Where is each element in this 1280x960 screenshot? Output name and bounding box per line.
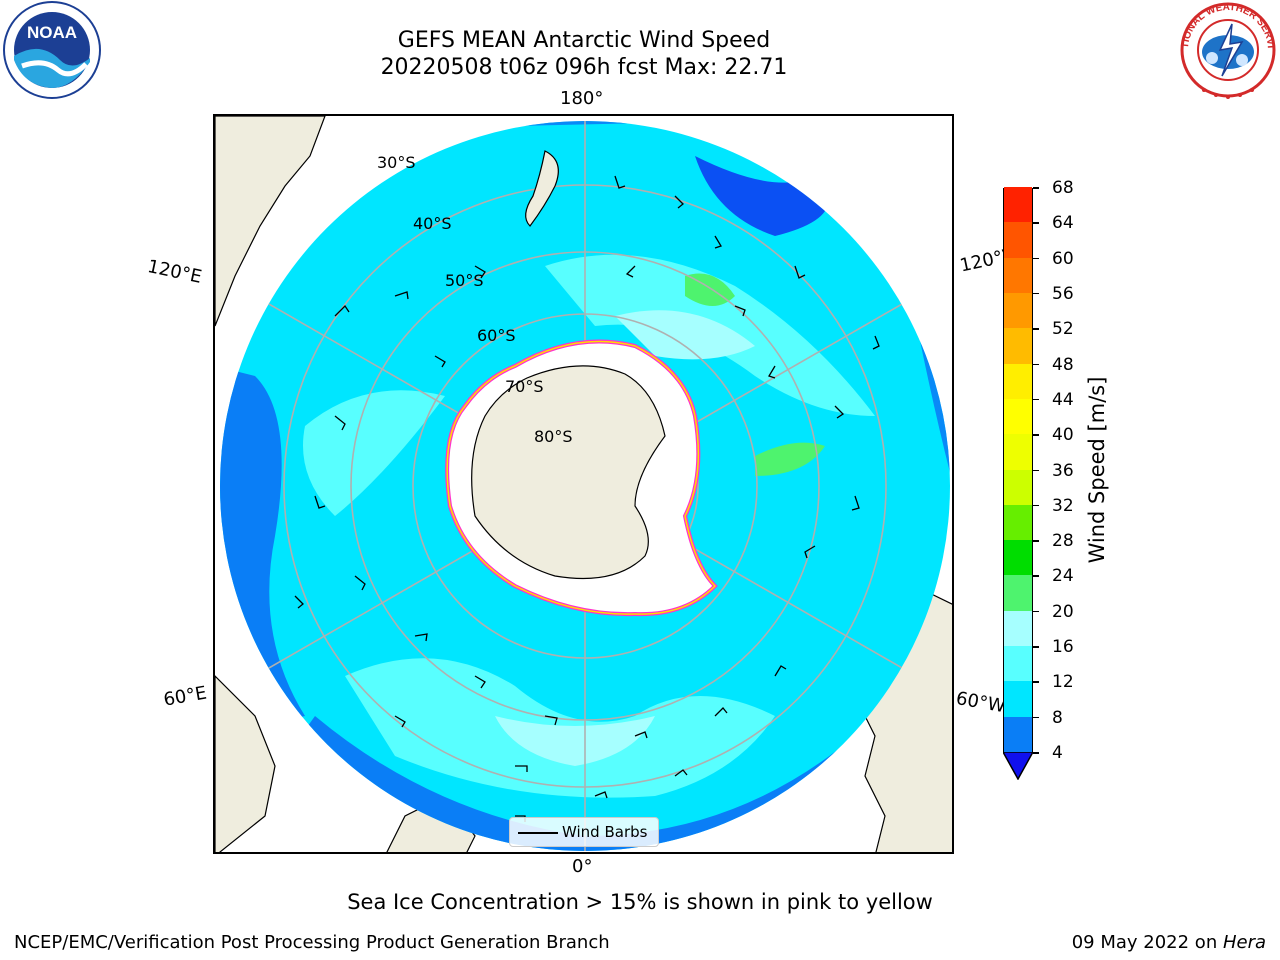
colorbar-segment [1004,469,1032,505]
noaa-logo-text: NOAA [27,23,77,42]
colorbar-segment [1004,292,1032,329]
wind-barb-legend-label: Wind Barbs [562,823,648,841]
lat-label-50s: 50°S [445,271,484,290]
colorbar-tick-label: 52 [1052,319,1074,340]
colorbar-tick-label: 40 [1052,425,1074,446]
colorbar-tick [1033,752,1039,754]
colorbar-tick [1033,540,1039,542]
footer-date-text: 09 May 2022 on [1071,932,1223,953]
colorbar-tick [1033,575,1039,577]
lon-label-60e: 60°E [162,682,209,711]
footer-machine: Hera [1222,932,1266,953]
colorbar-tick-label: 48 [1052,354,1074,375]
colorbar-tick-label: 16 [1052,637,1074,658]
colorbar-tick-label: 32 [1052,495,1074,516]
colorbar-segment [1004,363,1032,399]
map-subtitle-forecast: 20220508 t06z 096h fcst Max: 22.71 [380,55,788,80]
colorbar-tick-label: 60 [1052,248,1074,269]
colorbar-tick [1033,363,1039,366]
colorbar-tick [1033,646,1039,648]
colorbar-segment [1004,221,1032,258]
colorbar-tick-label: 68 [1052,178,1074,198]
colorbar-tick [1033,469,1039,471]
colorbar-segment [1004,645,1032,682]
colorbar-segment [1004,610,1032,647]
colorbar-segment [1004,574,1032,611]
footer-date: 09 May 2022 on Hera [1072,932,1266,953]
antarctic-wind-map: 30°S 40°S 50°S 60°S 70°S 80°S [213,114,954,854]
map-canvas: 30°S 40°S 50°S 60°S 70°S 80°S [215,116,952,852]
colorbar-tick [1033,222,1039,224]
colorbar-segment [1004,680,1032,717]
lat-label-30s: 30°S [377,153,416,172]
wind-barbs [294,175,880,822]
colorbar-tick [1033,187,1039,189]
lat-label-80s: 80°S [534,427,573,446]
land-new-zealand [525,150,559,227]
land-africa-south [215,675,276,852]
land-australia-north [215,116,326,327]
colorbar-tick [1033,504,1039,507]
colorbar-tick [1033,257,1039,260]
colorbar-segment [1004,327,1032,364]
lat-label-40s: 40°S [413,214,452,233]
colorbar-tick-label: 56 [1052,283,1074,304]
map-legend: Wind Barbs [509,817,659,847]
colorbar-tick [1033,681,1039,683]
colorbar-label: Wind Speed [m/s] [1085,376,1109,564]
colorbar-segment [1004,433,1032,470]
map-title: GEFS MEAN Antarctic Wind Speed [397,28,771,53]
wind-speed-field [220,121,950,851]
colorbar-tick [1033,716,1039,719]
colorbar-tick [1033,434,1039,436]
colorbar-tick-label: 24 [1052,566,1074,587]
colorbar-tick-label: 4 [1052,743,1063,763]
lon-label-180: 180° [560,88,604,109]
lon-label-120e: 120°E [145,256,204,288]
land-antarctica [471,365,666,579]
colorbar-segment [1004,716,1032,752]
colorbar-segment [1004,504,1032,541]
wind-barb-legend-line [518,832,558,834]
colorbar-tick-label: 36 [1052,460,1074,481]
sea-ice-note: Sea Ice Concentration > 15% is shown in … [347,890,933,914]
colorbar-tick-label: 44 [1052,389,1074,410]
colorbar-tick-label: 28 [1052,531,1074,552]
colorbar-tick-label: 20 [1052,601,1074,622]
nws-logo-icon: NATIONAL WEATHER SERVICE [1172,0,1280,104]
colorbar-tick [1033,610,1039,613]
colorbar-segment [1004,398,1032,435]
colorbar-min-arrow [1001,751,1035,784]
colorbar-tick-label: 8 [1052,707,1063,728]
latitude-labels: 30°S 40°S 50°S 60°S 70°S 80°S [377,153,573,446]
lat-label-70s: 70°S [505,377,544,396]
lon-label-0: 0° [572,856,593,877]
colorbar-tick [1033,328,1039,330]
colorbar-tick-label: 64 [1052,213,1074,234]
wind-speed-colorbar [1003,186,1033,753]
colorbar-tick [1033,292,1039,295]
colorbar-segment [1004,539,1032,576]
colorbar-segment [1004,257,1032,293]
colorbar-tick-label: 12 [1052,672,1074,693]
colorbar-segment [1004,186,1032,223]
lat-label-60s: 60°S [477,326,516,345]
noaa-logo-icon: NOAA [0,0,104,104]
colorbar-tick [1033,398,1039,401]
footer-credit: NCEP/EMC/Verification Post Processing Pr… [14,932,610,953]
lon-label-60w: 60°W [954,688,1007,718]
